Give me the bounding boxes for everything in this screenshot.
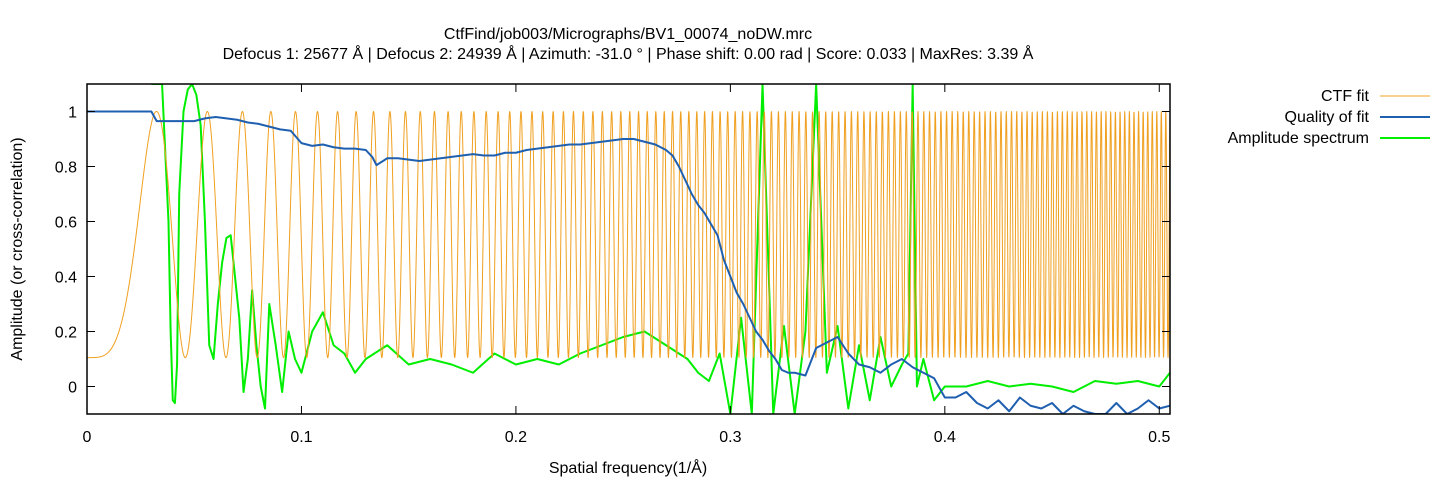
series-line-ctf-fit [87,111,1170,359]
y-tick-label: 0.2 [55,325,77,342]
x-tick-label: 0.5 [1148,429,1170,446]
plot-frame [86,83,1171,415]
legend: CTF fit Quality of fit Amplitude spectrum [1228,88,1430,147]
x-tick-label: 0.1 [290,429,312,446]
legend-label: Amplitude spectrum [1228,130,1369,147]
y-axis-label: Amplitude (or cross-correlation) [9,137,26,360]
ticks-layer: 0 0.1 0.2 0.3 0.4 0.5 0 0.2 0.4 0.6 0.8 1 [55,84,1170,446]
y-tick-label: 0 [68,380,77,397]
x-tick-label: 0.4 [934,429,956,446]
chart-title: CtfFind/job003/Micrographs/BV1_00074_noD… [444,26,812,43]
x-tick-label: 0.2 [505,429,527,446]
series-line-quality-of-fit [87,110,1170,414]
y-tick-label: 0.4 [55,270,77,287]
x-tick-label: 0 [83,429,92,446]
x-axis-label: Spatial frequency(1/Å) [549,458,707,477]
y-tick-label: 0.8 [55,160,77,177]
legend-label: CTF fit [1321,88,1370,105]
x-tick-label: 0.3 [719,429,741,446]
series-layer [87,84,1170,414]
legend-label: Quality of fit [1285,109,1370,126]
y-tick-label: 0.6 [55,215,77,232]
chart-subtitle: Defocus 1: 25677 Å | Defocus 2: 24939 Å … [223,44,1034,63]
y-tick-label: 1 [68,105,77,122]
